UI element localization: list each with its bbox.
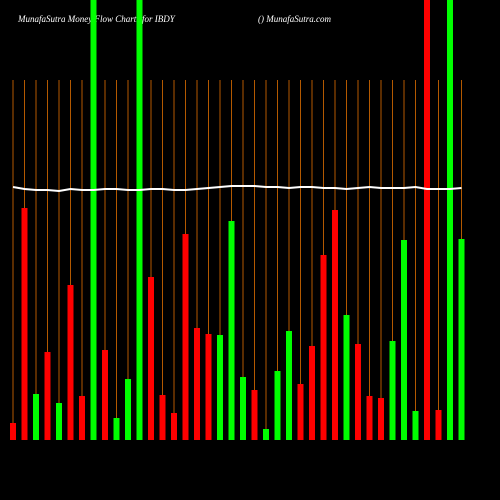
bar xyxy=(217,335,223,440)
bar xyxy=(113,418,120,440)
bar xyxy=(56,403,62,440)
bar xyxy=(309,346,315,440)
bar xyxy=(67,285,74,440)
bar xyxy=(458,239,465,440)
bar xyxy=(194,328,200,440)
bar xyxy=(136,0,143,440)
bar xyxy=(320,255,327,440)
bar xyxy=(182,234,189,440)
bar xyxy=(228,221,235,440)
bar xyxy=(412,411,419,440)
money-flow-line xyxy=(12,185,462,193)
bar xyxy=(79,396,85,440)
bar xyxy=(251,390,258,440)
bar xyxy=(205,334,212,440)
bar xyxy=(102,350,108,440)
bar xyxy=(366,396,373,440)
bar xyxy=(343,315,350,440)
bar xyxy=(10,423,16,440)
bar xyxy=(401,240,407,440)
bar xyxy=(297,384,304,440)
bar xyxy=(90,0,97,440)
plot-area xyxy=(10,0,465,440)
bar xyxy=(424,0,430,440)
bar xyxy=(148,277,154,440)
bar xyxy=(159,395,166,440)
bar xyxy=(263,429,269,440)
bar xyxy=(378,398,384,440)
bar xyxy=(355,344,361,440)
bar xyxy=(274,371,281,440)
bar xyxy=(286,331,292,440)
bar xyxy=(171,413,177,440)
bar xyxy=(125,379,131,440)
bar xyxy=(447,0,453,440)
bar xyxy=(240,377,246,440)
bar xyxy=(389,341,396,440)
chart-subtitle: () MunafaSutra.com xyxy=(258,14,331,24)
bar xyxy=(33,394,39,440)
bar xyxy=(21,208,28,440)
bar xyxy=(332,210,338,440)
bar xyxy=(435,410,442,440)
bar xyxy=(44,352,51,440)
